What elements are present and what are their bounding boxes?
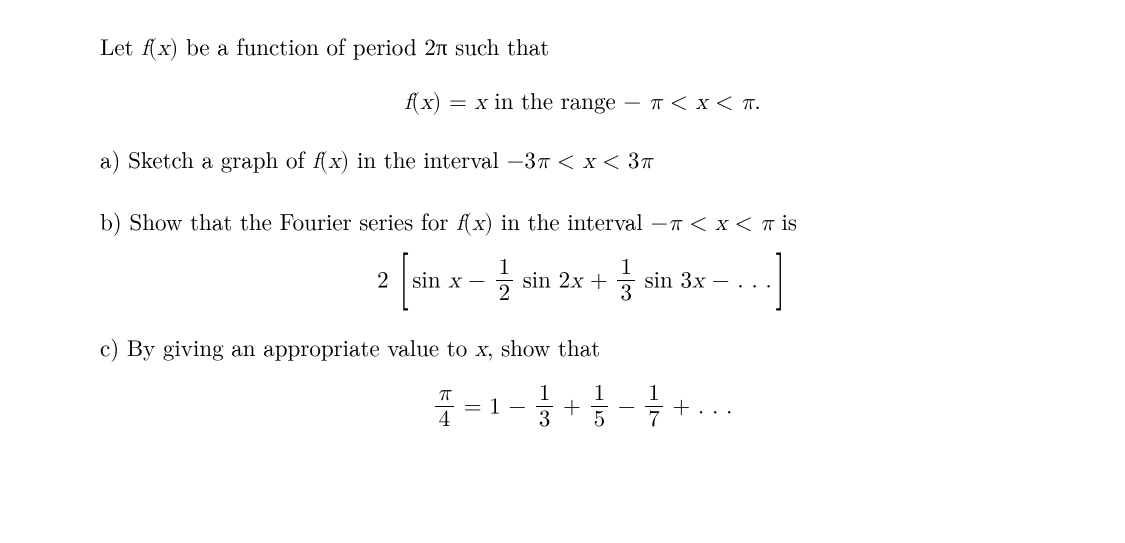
part-c-post: , show that xyxy=(487,330,600,363)
frac-1-7: 17 xyxy=(645,382,663,431)
part-b-line: b) Show that the Fourier series for f(x)… xyxy=(100,205,1065,240)
part-b-mid: in the interval xyxy=(493,204,650,237)
frac-1-3: 13 xyxy=(617,256,635,305)
frac-1-3b: 13 xyxy=(536,382,554,431)
fourier-plus: + xyxy=(582,269,615,292)
intro-line: Let f(x) be a function of period 2π such… xyxy=(100,30,1065,65)
part-a-label: a) xyxy=(100,142,128,175)
fourier-display: 2 [sin x − 12 sin 2x + 13 sin 3x − . . .… xyxy=(100,258,1065,307)
fourier-math: 2 [sin x − 12 sin 2x + 13 sin 3x − . . .… xyxy=(377,258,788,307)
part-a-mid: in the interval xyxy=(349,142,506,175)
leibniz-minus: − xyxy=(610,395,643,418)
part-a-line: a) Sketch a graph of f(x) in the interva… xyxy=(100,143,1065,178)
document-page: Let f(x) be a function of period 2π such… xyxy=(0,0,1125,543)
intro-pre: Let xyxy=(100,29,141,62)
fourier-leading: 2 xyxy=(377,269,389,292)
part-a-fx: f(x) xyxy=(312,150,349,173)
definition-math: f(x) = x in the range − π < x < π. xyxy=(404,87,761,119)
fourier-minus1: − xyxy=(460,269,493,292)
leibniz-tail: + . . . xyxy=(665,395,733,418)
frac-1-5: 15 xyxy=(591,382,609,431)
part-c-line: c) By giving an appropriate value to x, … xyxy=(100,331,1065,366)
part-c-label: c) xyxy=(100,330,127,363)
frac-pi-4: π4 xyxy=(435,382,454,431)
frac-1-2: 12 xyxy=(496,256,514,305)
part-b-post: is xyxy=(774,204,797,237)
definition-mid: in the range xyxy=(494,91,623,114)
part-c-x: x xyxy=(475,338,487,361)
part-b-range: −π < x < π xyxy=(650,212,773,235)
leibniz-eq: = 1 − xyxy=(456,395,534,418)
part-b-fx: f(x) xyxy=(456,212,493,235)
intro-post: be a function of period 2π such that xyxy=(178,29,549,62)
part-c-pre: By giving an appropriate value to xyxy=(127,330,475,363)
part-a-pre: Sketch a graph of xyxy=(128,142,312,175)
part-a-range: −3π < x < 3π xyxy=(507,150,653,173)
leibniz-math: π4 = 1 − 13 + 15 − 17 + . . . xyxy=(433,384,733,433)
leibniz-plus: + xyxy=(555,395,588,418)
intro-fx: f(x) xyxy=(141,37,178,60)
definition-display: f(x) = x in the range − π < x < π. xyxy=(100,83,1065,119)
leibniz-display: π4 = 1 − 13 + 15 − 17 + . . . xyxy=(100,384,1065,433)
part-b-pre: Show that the Fourier series for xyxy=(129,204,456,237)
part-b-label: b) xyxy=(100,204,129,237)
fourier-tail: − . . . xyxy=(704,269,772,292)
